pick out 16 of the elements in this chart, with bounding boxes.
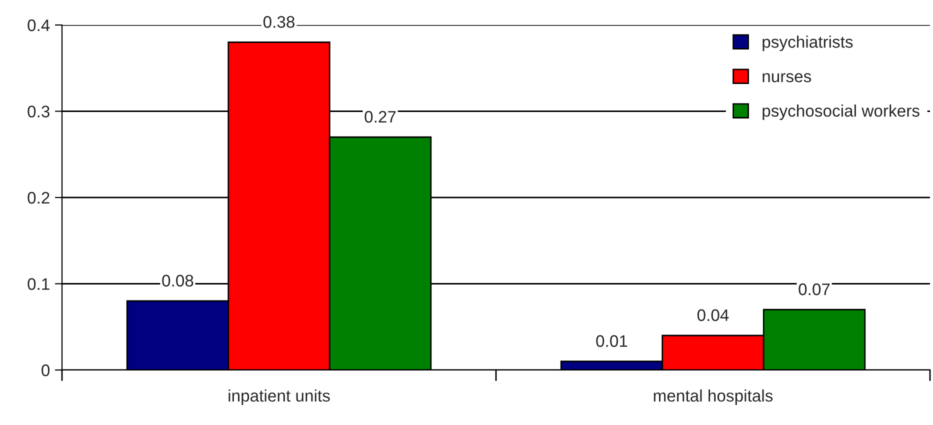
data-label: 0.27 — [364, 110, 396, 123]
data-label: 0.01 — [596, 335, 628, 347]
data-label: 0.38 — [263, 16, 294, 28]
y-tick-label: 0.2 — [28, 192, 50, 204]
data-label: 0.07 — [798, 283, 830, 296]
legend-label: nurses — [762, 73, 812, 82]
y-tick-label: 0.4 — [28, 19, 50, 32]
y-tick-label: 0.1 — [28, 278, 50, 290]
y-tick-label: 0 — [42, 364, 50, 376]
y-tick-label: 0.3 — [28, 106, 50, 118]
legend-label: psychiatrists — [762, 36, 853, 52]
data-label: 0.08 — [162, 274, 194, 287]
data-label: 0.04 — [697, 309, 729, 322]
x-tick-label: inpatient units — [228, 389, 330, 405]
legend-label: psychosocial workers — [762, 104, 920, 120]
x-tick-label: mental hospitals — [654, 389, 773, 405]
